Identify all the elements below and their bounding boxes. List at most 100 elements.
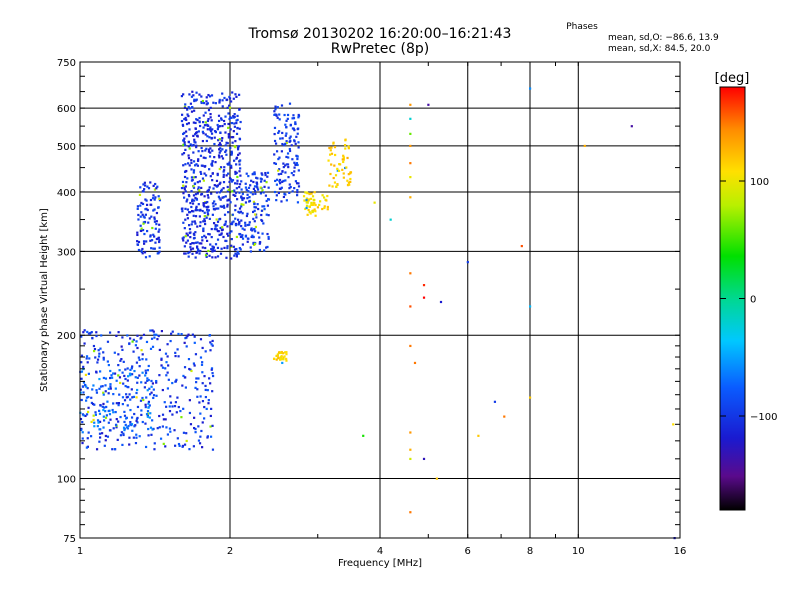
data-point [213, 156, 216, 159]
data-point [104, 384, 107, 387]
data-point [147, 378, 150, 382]
data-point [225, 149, 228, 152]
data-point [319, 200, 322, 203]
data-point [435, 477, 438, 480]
data-point [278, 187, 282, 190]
data-point [168, 405, 171, 408]
data-point [166, 343, 169, 346]
data-point [189, 368, 192, 371]
data-point [136, 421, 139, 424]
data-point [136, 346, 139, 350]
data-point [135, 340, 138, 343]
data-point [177, 332, 180, 336]
data-point [203, 417, 206, 420]
data-point [342, 156, 345, 159]
data-point [155, 394, 158, 397]
data-point [112, 411, 115, 414]
data-point [205, 255, 208, 258]
data-point [192, 151, 195, 154]
data-point [136, 205, 139, 208]
data-point [181, 207, 184, 210]
data-point [305, 198, 308, 202]
data-point [288, 187, 291, 190]
data-point [199, 249, 202, 253]
data-point [226, 232, 229, 235]
data-point [137, 240, 141, 244]
data-point [210, 94, 214, 97]
data-point [314, 214, 317, 217]
data-point [169, 430, 172, 433]
data-point [278, 113, 281, 116]
data-point [121, 396, 125, 399]
data-point [347, 181, 350, 184]
x-tick-label: 4 [377, 546, 383, 557]
data-point [278, 351, 281, 354]
data-point [92, 418, 95, 422]
data-point [232, 193, 235, 197]
data-point [180, 186, 184, 190]
data-point [278, 180, 281, 183]
data-point [152, 394, 156, 397]
data-point [99, 385, 103, 388]
data-point [135, 436, 138, 439]
data-point [139, 337, 142, 340]
data-point [266, 204, 270, 207]
data-point [232, 130, 235, 133]
data-point [202, 156, 205, 159]
data-point [184, 130, 188, 133]
data-point [198, 93, 201, 96]
data-point [185, 122, 189, 126]
data-point [302, 195, 306, 198]
data-point [149, 203, 152, 206]
data-point [115, 334, 118, 338]
data-point [177, 355, 180, 358]
data-point [204, 246, 207, 250]
data-point [130, 388, 133, 391]
data-point [129, 337, 132, 340]
data-point [196, 181, 199, 184]
data-point [195, 198, 199, 201]
data-point [241, 243, 244, 246]
data-point [203, 205, 206, 208]
data-point [191, 241, 194, 245]
data-point [201, 346, 204, 350]
data-point [209, 112, 212, 116]
colorbar-unit-label: [deg] [715, 71, 750, 86]
x-tick-label: 10 [572, 546, 585, 557]
data-point [288, 140, 291, 143]
data-point [333, 181, 337, 184]
data-point [285, 199, 288, 202]
data-point [297, 182, 300, 185]
data-point [193, 341, 196, 344]
data-point [233, 122, 236, 125]
data-point [183, 245, 186, 248]
data-point [238, 152, 241, 155]
data-point [215, 191, 219, 194]
data-point [297, 127, 300, 130]
data-point [213, 200, 216, 203]
data-point [349, 172, 352, 175]
data-point [210, 163, 213, 166]
data-point [140, 229, 143, 233]
data-point [201, 382, 204, 385]
data-point [147, 221, 150, 224]
data-point [195, 205, 198, 208]
data-point [185, 345, 188, 348]
data-point [191, 106, 194, 109]
data-point [218, 151, 221, 154]
data-point [230, 153, 233, 156]
data-point [131, 396, 134, 399]
data-point [214, 225, 217, 228]
data-point [330, 163, 333, 166]
data-points [79, 87, 676, 540]
data-point [234, 93, 237, 96]
data-point [274, 179, 277, 183]
data-point [227, 198, 230, 201]
data-point [93, 347, 97, 351]
data-point [202, 101, 206, 105]
data-point [263, 179, 266, 182]
data-point [241, 234, 244, 237]
data-point [165, 405, 168, 408]
data-point [126, 367, 129, 370]
data-point [321, 194, 324, 197]
